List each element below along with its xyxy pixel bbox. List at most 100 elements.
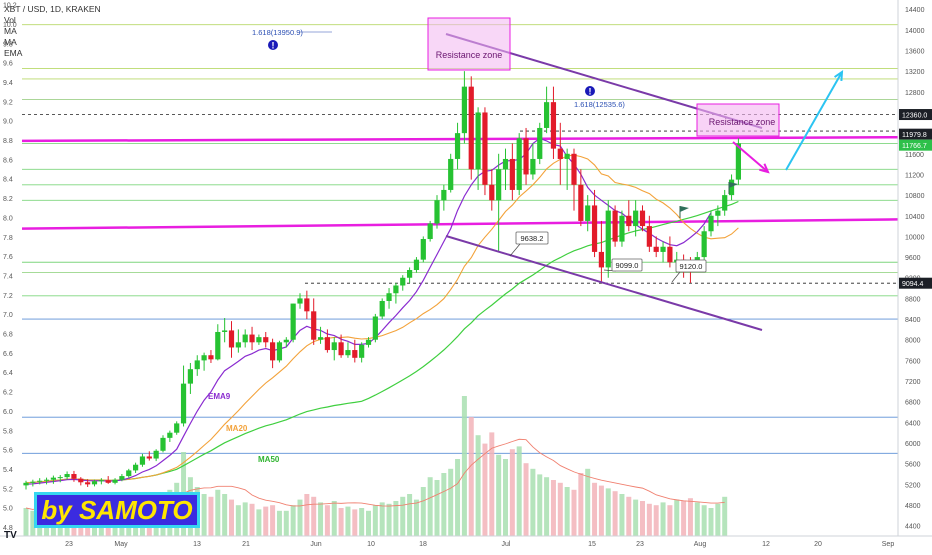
left-axis-tick: 9.6 [3,61,13,68]
candle-body [434,200,440,224]
candle-body [50,477,56,480]
candle-body [146,456,152,459]
chart-legend: XBT / USD, 1D, KRAKEN Vol MA MA EMA [4,4,101,59]
candle-body [222,330,228,332]
up-arrow [785,71,843,171]
volume-bar [475,435,481,536]
volume-bar [715,503,721,536]
volume-bar [30,510,36,536]
candle-body [78,478,84,483]
left-axis-tick: 9.2 [3,99,13,106]
volume-bar [263,506,269,536]
x-axis-tick: 12 [762,541,770,548]
left-axis-tick: 10.2 [3,3,17,10]
left-axis-tick: 5.2 [3,486,13,493]
resistance-zone-top [427,17,511,71]
candle-body [352,350,358,358]
left-axis-tick: 6.6 [3,351,13,358]
x-axis-tick: 13 [193,541,201,548]
candle-body [215,331,221,360]
volume-bar [324,505,330,536]
candle-body [735,143,741,180]
candle-body [626,215,632,227]
candle-body [379,300,385,317]
volume-bar [626,496,632,536]
right-axis-tick: 12800 [905,90,925,97]
volume-bar [304,494,310,536]
indicator-ma-1[interactable]: MA [4,26,17,36]
left-axis-tick: 8.4 [3,177,13,184]
candle-body [667,246,673,263]
candle-body [564,153,570,159]
right-axis-tick: 5200 [905,482,921,489]
candle-body [263,337,269,343]
left-axis-tick: 8.0 [3,215,13,222]
volume-bar [215,489,221,536]
indicator-ema[interactable]: EMA [4,48,23,58]
left-axis-tick: 6.4 [3,370,13,377]
candle-body [359,344,365,358]
left-axis-tick: 7.0 [3,312,13,319]
candle-body [91,481,98,485]
volume-bar [667,505,673,536]
volume-bar [646,503,652,536]
tradingview-logo[interactable]: TV [4,530,17,541]
resistance-zone-right-label: Resistance zone [709,117,776,127]
down-arrow [732,141,769,173]
candle-body [633,210,639,227]
candle-body [386,293,392,301]
indicator-vol[interactable]: Vol [4,15,16,25]
volume-bar [441,473,447,536]
price-badge-label: 12360.0 [902,113,927,120]
indicator-ma-2[interactable]: MA [4,37,17,47]
volume-bar [585,468,591,536]
candle-body [537,127,543,159]
candle-body [420,239,426,260]
candle-body [585,205,591,221]
volume-bar [619,494,625,536]
left-axis-tick: 5.4 [3,467,13,474]
volume-bar [557,482,563,536]
x-axis-tick: 15 [588,541,596,548]
volume-bar [592,482,598,536]
volume-bar [509,449,515,536]
right-axis-tick: 7200 [905,379,921,386]
left-axis-tick: 6.0 [3,409,13,416]
author-tag: by SAMOTO [41,494,193,525]
volume-bar [359,508,365,536]
volume-bar [201,494,207,536]
candle-body [167,432,173,438]
right-axis-tick: 6000 [905,441,921,448]
volume-bar [366,510,371,536]
left-axis-tick: 8.6 [3,157,13,164]
volume-bar [427,477,433,536]
volume-bar [331,501,337,536]
callout-9638-leader [509,243,521,257]
candle-body [304,298,310,312]
candle-body [612,210,618,242]
info-marker-icon [268,40,278,50]
candle-body [509,158,515,190]
candle-body [270,342,276,361]
right-axis-tick: 7600 [905,358,921,365]
volume-bar [482,443,488,536]
candle-body [139,456,146,465]
candle-body [619,215,625,242]
left-axis-tick: 5.6 [3,448,13,455]
volume-bar [222,494,228,536]
volume-bar [352,509,358,536]
candle-body [201,355,207,361]
candle-body [317,337,324,340]
callout-9638-label: 9638.2 [521,234,544,243]
left-axis-tick: 8.2 [3,196,13,203]
candle-body [550,102,557,149]
author-badge: by SAMOTO [34,492,200,528]
candle-body [598,251,604,268]
candle-body [126,470,132,477]
volume-bar [283,510,289,536]
flag-icon [680,206,689,212]
right-axis-tick: 8000 [905,338,921,345]
volume-bar [290,505,296,536]
down-arrow-head [759,163,770,174]
